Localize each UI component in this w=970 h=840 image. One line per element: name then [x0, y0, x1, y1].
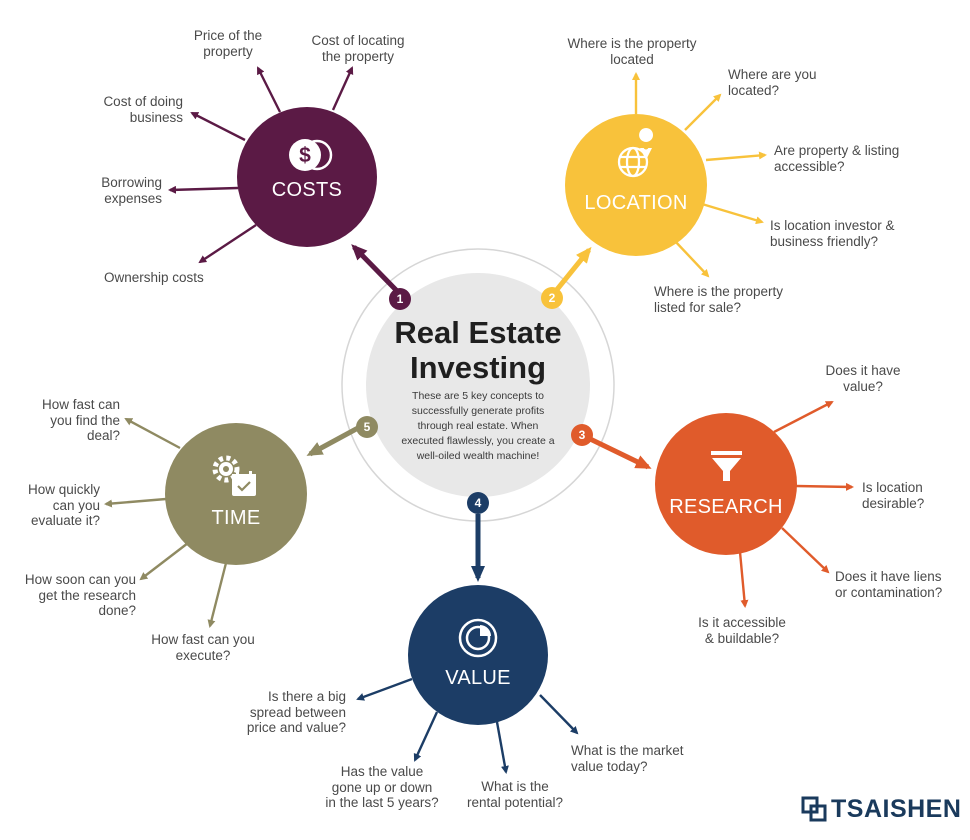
time-number-badge: 5: [356, 416, 378, 438]
brand-logo-icon: [801, 796, 827, 822]
location-circle: [565, 114, 707, 256]
costs-number-badge: 1: [389, 288, 411, 310]
value-label: VALUE: [445, 667, 511, 689]
research-arrow: [781, 527, 830, 574]
research-arrow: [795, 482, 854, 491]
time-question: How fast can you find the deal?: [41, 397, 120, 443]
costs-circle: [237, 107, 377, 247]
value-arrow: [495, 721, 509, 774]
time-arrow: [124, 417, 181, 450]
research-circle: [655, 413, 797, 555]
hub-disc: [366, 273, 590, 497]
research-arrow: [773, 400, 834, 434]
costs-label: COSTS: [271, 179, 343, 201]
research-question: Does it have value?: [825, 363, 901, 394]
costs-main-arrow: [351, 244, 400, 294]
location-arrow: [684, 93, 722, 131]
research-question: Is it accessible & buildable?: [698, 615, 786, 646]
location-arrow: [701, 202, 764, 225]
location-question: Where are you located?: [728, 67, 817, 98]
costs-question: Borrowing expenses: [101, 175, 162, 206]
location-question: Where is the property located: [567, 36, 697, 67]
location-question: Where is the property listed for sale?: [654, 284, 784, 315]
location-main-arrow: [553, 246, 592, 294]
research-main-arrow: [582, 433, 652, 470]
costs-question: Price of the property: [193, 28, 263, 59]
value-number-badge: 4: [467, 492, 489, 514]
costs-question: Cost of locating the property: [311, 33, 405, 64]
costs-arrow: [331, 66, 354, 111]
research-question: Is location desirable?: [862, 480, 925, 511]
location-arrow: [705, 151, 767, 162]
costs-arrow: [168, 185, 239, 194]
dollar-coin-icon: $: [289, 139, 333, 171]
time-arrow: [207, 562, 228, 628]
research-arrow: [738, 551, 749, 608]
value-arrow: [413, 711, 439, 762]
research-label: RESEARCH: [669, 496, 783, 518]
costs-arrow: [198, 223, 257, 264]
page-title: Real Estate Investing: [394, 315, 562, 385]
value-question: What is the rental potential?: [466, 779, 564, 810]
time-question: How fast can you execute?: [151, 632, 255, 663]
globe-pin-icon: [617, 128, 654, 178]
value-question: Has the value gone up or down in the las…: [325, 764, 439, 810]
location-arrow: [673, 239, 710, 278]
costs-question: Cost of doing business: [103, 94, 183, 125]
page-subtitle: These are 5 key concepts to successfully…: [401, 390, 555, 462]
gear-calendar-icon: [212, 455, 256, 496]
time-arrow: [104, 497, 167, 508]
time-main-arrow: [306, 425, 360, 457]
costs-arrow: [190, 111, 246, 142]
brand-wordmark: TSAISHEN: [831, 795, 962, 823]
value-arrow: [356, 677, 413, 701]
costs-arrow: [256, 66, 282, 113]
value-question: Is there a big spread between price and …: [246, 689, 346, 735]
location-number-badge: 2: [541, 287, 563, 309]
time-question: How soon can you get the research done?: [24, 572, 136, 618]
research-number-badge: 3: [571, 424, 593, 446]
costs-question: Ownership costs: [104, 270, 204, 285]
time-arrow: [139, 542, 189, 581]
pie-chart-icon: [458, 618, 498, 658]
value-arrow: [539, 694, 579, 735]
location-question: Is location investor & business friendly…: [770, 218, 895, 249]
research-question: Does it have liens or contamination?: [835, 569, 943, 600]
location-question: Are property & listing accessible?: [774, 143, 900, 174]
svg-text:$: $: [299, 144, 311, 167]
value-question: What is the market value today?: [571, 743, 684, 774]
time-label: TIME: [211, 507, 261, 529]
funnel-icon: [711, 451, 742, 481]
location-label: LOCATION: [584, 192, 688, 214]
time-question: How quickly can you evaluate it?: [27, 482, 100, 528]
